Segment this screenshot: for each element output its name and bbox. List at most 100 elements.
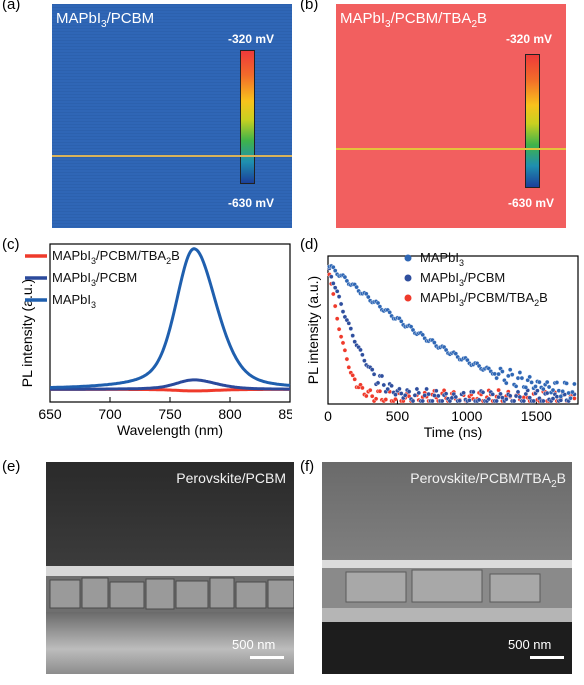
decay-point: [328, 274, 334, 280]
decay-point: [350, 333, 356, 338]
decay-point: [346, 364, 352, 370]
decay-point: [369, 367, 375, 372]
sem-image-f: Perovskite/PCBM/TBA2B 500 nm: [322, 462, 572, 674]
decay-point: [393, 392, 398, 397]
decay-point: [336, 294, 342, 299]
decay-point: [568, 395, 573, 401]
trpl-chart: 0 500 1000 1500 Time (ns) PL intensity (a.u.)…: [305, 250, 579, 440]
decay-point: [496, 371, 501, 377]
decay-point: [354, 284, 359, 290]
decay-point: [453, 394, 459, 400]
decay-point: [432, 393, 437, 398]
decay-point: [424, 386, 429, 392]
decay-point: [439, 398, 445, 404]
decay-point: [385, 386, 390, 392]
panel-e-label: (e): [2, 458, 21, 475]
decay-point: [420, 332, 425, 338]
decay-point: [352, 376, 358, 382]
decay-point: [515, 375, 521, 381]
decay-point: [470, 389, 476, 395]
decay-point: [344, 356, 350, 362]
decay-point: [509, 372, 515, 377]
decay-point: [490, 391, 495, 397]
decay-point: [352, 339, 358, 344]
sem-e-title: Perovskite/PCBM: [176, 470, 286, 486]
decay-point: [369, 393, 375, 399]
decay-point: [362, 358, 367, 363]
decay-point: [492, 371, 497, 377]
decay-point: [346, 321, 352, 326]
scalebar-e: [250, 656, 284, 659]
colorbar-a: [240, 50, 255, 184]
decay-point: [507, 393, 513, 399]
x-tick-label-d: 0: [324, 408, 332, 424]
sem-image-e: Perovskite/PCBM 500 nm: [46, 462, 294, 674]
decay-point: [338, 301, 344, 307]
decay-point: [383, 397, 389, 402]
decay-point: [430, 398, 435, 404]
decay-point: [507, 367, 513, 372]
decay-point: [330, 264, 336, 270]
scale-text-f: 500 nm: [508, 637, 552, 652]
decay-point: [527, 374, 532, 380]
decay-point: [402, 392, 408, 398]
decay-point: [377, 304, 383, 309]
pl-spectra-chart: 650 700 750 800 850 Wavelength (nm) PL intensi…: [19, 243, 292, 438]
decay-point: [342, 348, 348, 353]
decay-point: [544, 390, 550, 396]
colorbar-a-bottom-label: -630 mV: [228, 196, 275, 210]
decay-point: [533, 384, 538, 389]
x-tick-label-c: 700: [98, 406, 122, 422]
decay-point: [572, 396, 577, 401]
legend-text-c: MAPbI3/PCBM: [52, 270, 137, 288]
decay-point: [377, 388, 383, 394]
decay-point: [550, 396, 556, 401]
decay-point: [435, 393, 441, 399]
decay-point: [412, 392, 418, 398]
decay-point: [426, 391, 431, 397]
decay-point: [500, 395, 505, 400]
decay-point: [496, 387, 501, 393]
decay-point: [420, 398, 425, 404]
x-tick-label-c: 650: [38, 406, 62, 422]
decay-point: [371, 371, 377, 377]
decay-point: [523, 391, 529, 397]
decay-point: [393, 396, 398, 402]
decay-point: [517, 394, 523, 400]
decay-point: [556, 388, 562, 393]
decay-point: [389, 383, 394, 389]
decay-point: [414, 386, 420, 392]
decay-point: [498, 391, 503, 397]
decay-point: [433, 388, 439, 394]
decay-point: [422, 393, 427, 398]
decay-point: [360, 352, 365, 358]
decay-point: [537, 379, 542, 385]
colorbar-b-top-label: -320 mV: [506, 32, 553, 46]
decay-point: [521, 398, 527, 404]
sem-f-title: Perovskite/PCBM/TBA2B: [410, 470, 566, 490]
decay-point: [558, 394, 564, 399]
scale-text-e: 500 nm: [232, 637, 276, 652]
colorbar-b-bottom-label: -630 mV: [508, 196, 555, 210]
decay-point: [564, 381, 569, 386]
decay-point: [373, 396, 379, 402]
decay-point: [540, 398, 546, 404]
decay-point: [338, 334, 344, 339]
decay-point: [546, 384, 552, 390]
decay-point: [558, 397, 564, 403]
decay-point: [554, 394, 560, 399]
legend-marker-d: [404, 274, 412, 282]
decay-point: [397, 386, 402, 392]
panel-d-label: (d): [300, 236, 319, 253]
colorbar-a-top-label: -320 mV: [228, 32, 275, 46]
decay-point: [443, 391, 449, 396]
sem-cross-section-e: [46, 462, 294, 674]
decay-point: [350, 372, 356, 378]
decay-point: [375, 380, 381, 386]
decay-point: [476, 397, 482, 403]
decay-point: [348, 326, 354, 331]
decay-series: [327, 265, 577, 404]
panel-b-title: MAPbI3/PCBM/TBA2B: [340, 10, 488, 30]
decay-point: [515, 389, 521, 395]
decay-point: [525, 377, 530, 383]
